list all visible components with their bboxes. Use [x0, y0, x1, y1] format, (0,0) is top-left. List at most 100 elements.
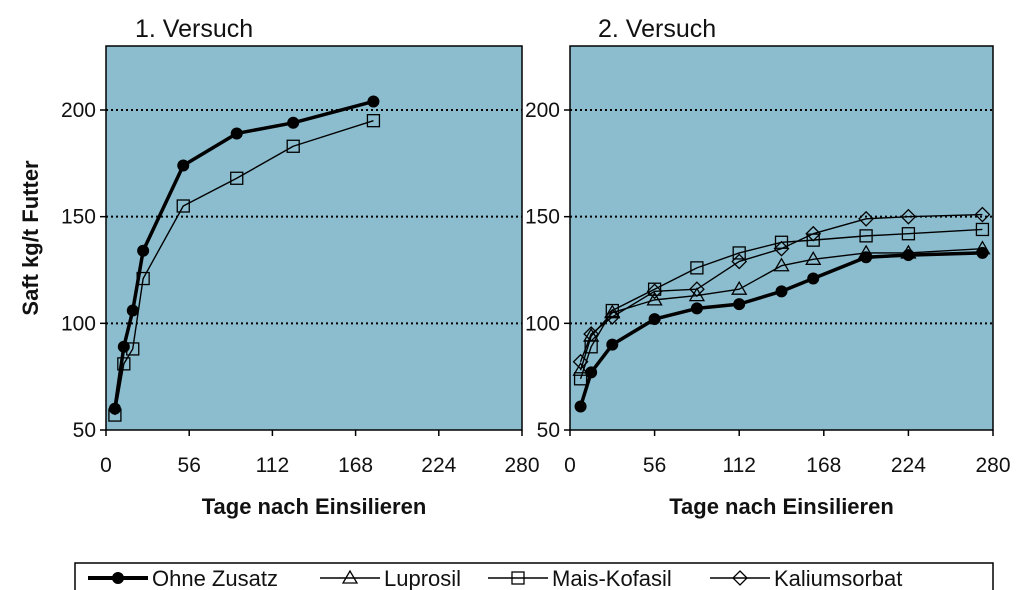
data-point — [366, 114, 381, 128]
data-point — [137, 244, 150, 257]
y-tick-label: 100 — [525, 312, 560, 335]
y-axis-label: Saft kg/t Futter — [18, 160, 43, 316]
data-point — [732, 246, 746, 260]
series-kaliumsorbat — [572, 206, 991, 370]
legend-marker — [511, 571, 525, 585]
chart-title: 1. Versuch — [135, 15, 253, 43]
data-point — [690, 302, 703, 315]
data-point — [805, 225, 822, 242]
x-tick-label: 280 — [504, 454, 539, 477]
x-tick-label: 56 — [178, 454, 201, 477]
x-tick-label: 168 — [806, 454, 841, 477]
x-tick-label: 0 — [564, 454, 576, 477]
data-point — [974, 206, 991, 223]
data-point — [286, 139, 300, 153]
data-point — [733, 298, 746, 311]
x-tick-label: 56 — [643, 454, 666, 477]
data-point — [688, 287, 706, 302]
data-point — [604, 309, 621, 325]
legend-label: Luprosil — [384, 566, 461, 590]
data-point — [136, 271, 150, 286]
series-mais-kofasil — [108, 114, 381, 422]
chart-title: 2. Versuch — [598, 15, 716, 43]
data-point — [807, 272, 820, 285]
legend-item-luprosil: Luprosil — [320, 566, 461, 590]
series-line — [579, 213, 983, 362]
data-point — [585, 366, 598, 379]
legend-marker — [341, 569, 359, 584]
legend-item-mais-kofasil: Mais-Kofasil — [488, 566, 672, 590]
x-tick-label: 168 — [338, 454, 373, 477]
plot-area — [105, 45, 523, 431]
data-point — [975, 222, 990, 237]
data-point — [900, 244, 917, 259]
legend: Ohne Zusatz Luprosil Mais-Kofasil Kaliumsor… — [74, 562, 994, 590]
series-ohne-zusatz — [108, 95, 380, 415]
data-point — [648, 313, 661, 326]
series-line — [113, 99, 374, 409]
legend-marker — [112, 572, 124, 584]
y-tick-label: 200 — [525, 99, 560, 122]
x-tick-label: 224 — [421, 454, 456, 477]
x-tick-label: 112 — [256, 454, 289, 477]
data-point — [367, 95, 380, 108]
data-point — [646, 283, 663, 300]
data-point — [573, 372, 588, 386]
data-point — [976, 246, 989, 259]
data-point — [901, 227, 916, 241]
chart-panel-versuch-2: 2. Versuch 50 100 150 200 0 56 112 168 224 280 Tage… — [525, 15, 1011, 519]
legend-marker — [732, 570, 748, 586]
legend-item-kaliumsorbat: Kaliumsorbat — [710, 566, 902, 590]
plot-area — [569, 45, 994, 431]
y-tick-label: 100 — [61, 312, 96, 335]
data-point — [126, 304, 139, 317]
data-point — [773, 240, 790, 257]
data-point — [646, 291, 663, 306]
series-line — [579, 247, 983, 371]
legend-label: Mais-Kofasil — [552, 566, 672, 590]
data-point — [688, 281, 705, 298]
y-tick-label: 150 — [61, 206, 96, 229]
data-point — [126, 342, 140, 356]
y-tick-label: 50 — [73, 419, 96, 442]
legend-label: Ohne Zusatz — [152, 566, 278, 590]
x-tick-label: 280 — [975, 454, 1010, 477]
data-point — [731, 253, 748, 270]
series-luprosil — [572, 240, 991, 376]
data-point — [230, 171, 244, 185]
data-point — [177, 159, 190, 172]
data-point — [606, 338, 619, 351]
y-tick-label: 150 — [525, 206, 560, 229]
data-point — [858, 210, 875, 227]
data-point — [773, 257, 790, 272]
x-tick-label: 0 — [100, 454, 112, 477]
legend-box — [74, 562, 994, 590]
data-point — [859, 229, 873, 243]
data-point — [647, 282, 662, 296]
data-point — [775, 285, 788, 298]
data-point — [690, 261, 704, 275]
data-point — [860, 251, 873, 264]
series-line — [114, 119, 374, 416]
x-tick-label: 112 — [722, 454, 755, 477]
data-point — [974, 240, 991, 255]
data-point — [572, 353, 589, 370]
data-point — [805, 251, 822, 265]
data-point — [574, 400, 587, 413]
series-ohne-zusatz — [574, 246, 989, 413]
data-point — [108, 408, 122, 422]
x-axis-label: Tage nach Einsilieren — [669, 494, 894, 519]
data-point — [176, 199, 190, 213]
data-point — [902, 249, 915, 262]
data-point — [230, 127, 243, 140]
data-point — [857, 244, 875, 259]
data-point — [900, 208, 917, 225]
chart-panel-versuch-1: 1. Versuch 50 100 150 200 0 56 112 168 224 280 Tage… — [61, 15, 540, 519]
legend-item-ohne-zusatz: Ohne Zusatz — [88, 566, 278, 590]
data-point — [731, 280, 748, 295]
y-tick-label: 50 — [537, 419, 560, 442]
data-point — [117, 357, 131, 371]
x-axis-label: Tage nach Einsilieren — [202, 494, 427, 519]
legend-label: Kaliumsorbat — [774, 566, 902, 590]
